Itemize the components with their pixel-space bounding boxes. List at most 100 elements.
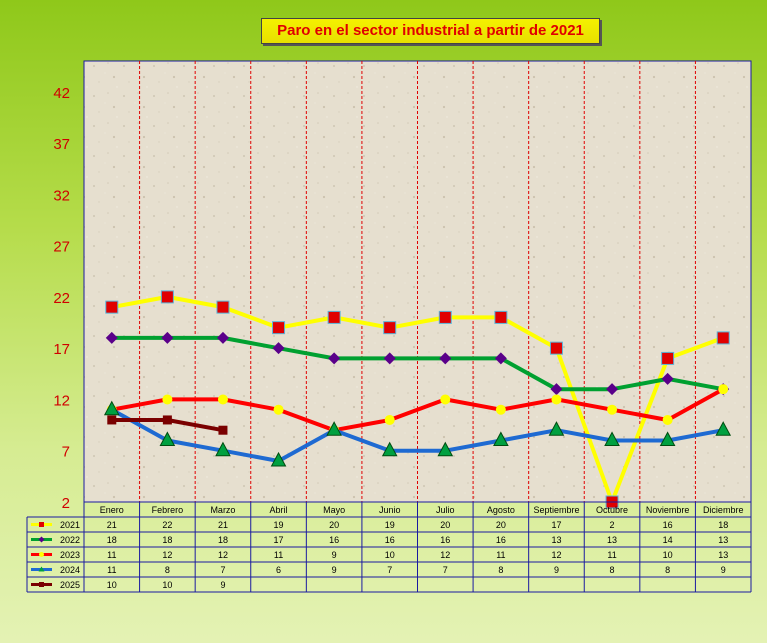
table-cell: 7	[443, 565, 448, 575]
table-cell: 11	[607, 550, 616, 560]
marker-2021	[160, 290, 174, 304]
marker-2022	[494, 352, 507, 365]
table-cell: 9	[721, 565, 726, 575]
table-cell: 13	[718, 535, 728, 545]
series-name-2023: 2023	[60, 550, 80, 560]
table-cell: 11	[107, 550, 116, 560]
marker-2024	[604, 431, 620, 446]
table-cell: 17	[551, 520, 561, 530]
category-label: Noviembre	[646, 505, 690, 515]
marker-2021	[105, 300, 119, 314]
table-cell: 12	[162, 550, 172, 560]
marker-2023	[718, 384, 729, 395]
marker-2022	[272, 342, 285, 355]
table-cell: 17	[274, 535, 284, 545]
data-table: Enero Febrero Marzo Abril Mayo Junio Julio Agos…	[26, 501, 752, 593]
table-cell: 13	[607, 535, 617, 545]
marker-2023	[162, 394, 173, 405]
legend-marker-2023	[39, 552, 44, 557]
marker-2021	[383, 321, 397, 335]
marker-2024	[659, 431, 676, 446]
table-cell: 7	[220, 565, 225, 575]
legend-marker-2024	[38, 566, 45, 572]
marker-2024	[270, 451, 287, 467]
table-cell: 7	[387, 565, 392, 575]
y-tick-label: 32	[53, 187, 70, 204]
marker-2022	[550, 383, 563, 396]
series-line-2023	[111, 387, 725, 433]
legend-marker-2022	[38, 536, 45, 543]
table-cell: 19	[385, 520, 395, 530]
y-tick-label: 37	[53, 136, 70, 153]
y-tick-label: 7	[62, 444, 70, 461]
table-cell: 21	[218, 520, 228, 530]
table-cell: 2	[610, 520, 615, 530]
table-cell: 9	[554, 565, 559, 575]
marker-2024	[715, 421, 732, 436]
category-label: Septiembre	[533, 505, 579, 515]
legend-marker-2021	[39, 522, 44, 527]
marker-2021	[716, 331, 730, 345]
category-label: Marzo	[210, 505, 235, 515]
marker-2021	[661, 351, 675, 365]
table-cell: 6	[276, 565, 281, 575]
series-line-2022	[111, 335, 724, 392]
table-cell: 18	[162, 535, 172, 545]
marker-2022	[216, 331, 229, 344]
table-cell: 9	[332, 565, 337, 575]
table-cell: 21	[107, 520, 117, 530]
y-tick-label: 42	[53, 85, 70, 102]
table-cell: 13	[718, 550, 728, 560]
marker-2022	[383, 352, 396, 365]
table-cell: 10	[385, 550, 395, 560]
table-cell: 16	[440, 535, 450, 545]
table-cell: 12	[218, 550, 228, 560]
category-label: Abril	[270, 505, 288, 515]
table-cell: 11	[107, 565, 116, 575]
table-cell: 18	[107, 535, 117, 545]
y-tick-label: 12	[53, 392, 70, 409]
marker-2024	[326, 421, 342, 436]
marker-2021	[272, 321, 286, 335]
marker-2023	[440, 394, 451, 405]
marker-2025	[218, 425, 228, 435]
category-label: Agosto	[487, 505, 515, 515]
marker-2021	[438, 310, 452, 324]
table-cell: 11	[274, 550, 283, 560]
series-line-2021	[111, 294, 724, 504]
marker-2023	[551, 394, 562, 405]
series-name-2025: 2025	[60, 580, 80, 590]
table-cell: 14	[663, 535, 673, 545]
table-cell: 16	[329, 535, 339, 545]
series-name-2024: 2024	[60, 565, 80, 575]
chart-title: Paro en el sector industrial a partir de…	[261, 18, 600, 44]
series-lines	[110, 294, 725, 504]
marker-2024	[215, 441, 231, 457]
marker-2022	[105, 331, 118, 344]
marker-2022	[606, 383, 619, 396]
series-line-2024	[110, 407, 724, 463]
y-tick-label: 2	[62, 495, 70, 512]
category-label: Julio	[436, 505, 455, 515]
table-cell: 16	[496, 535, 506, 545]
marker-2024	[381, 441, 398, 457]
marker-2021	[549, 341, 563, 355]
legend-marker-2025	[39, 582, 44, 587]
marker-2022	[161, 331, 174, 344]
marker-2023	[217, 394, 228, 405]
table-cell: 16	[385, 535, 395, 545]
category-label: Enero	[100, 505, 124, 515]
marker-2025	[107, 415, 117, 425]
table-cell: 8	[610, 565, 615, 575]
table-cell: 8	[665, 565, 670, 575]
table-cell: 9	[220, 580, 225, 590]
table-cell: 22	[162, 520, 172, 530]
marker-2021	[216, 300, 230, 314]
y-tick-label: 17	[53, 341, 70, 358]
table-cell: 18	[718, 520, 728, 530]
marker-2022	[439, 352, 452, 365]
table-cell: 10	[162, 580, 172, 590]
series-name-2022: 2022	[60, 535, 80, 545]
